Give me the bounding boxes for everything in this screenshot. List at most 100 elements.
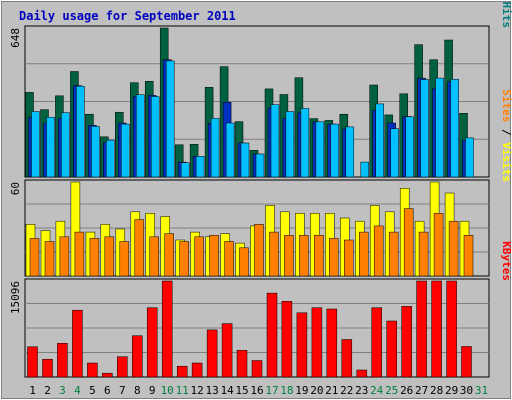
bar-kbytes [401, 306, 412, 378]
bar-pages [435, 77, 444, 178]
bar-sites [89, 238, 100, 277]
bar-sites [284, 235, 294, 277]
bar-sites [299, 235, 309, 277]
y-max-label: 60 [9, 182, 22, 195]
bar-pages [240, 142, 250, 178]
bar-sites [164, 233, 174, 277]
series-axis-label: Sites / Visits [500, 89, 512, 182]
bar-kbytes [446, 280, 457, 378]
panel-kbytes: 15096 KBytes [9, 241, 512, 378]
bar-sites [134, 219, 145, 277]
x-tick-label: 2 [44, 384, 51, 397]
bar-pages [180, 162, 190, 178]
bar-sites [104, 236, 115, 277]
x-tick-label: 18 [280, 384, 293, 397]
x-tick-label: 5 [89, 384, 96, 397]
series-axis-label: KBytes [500, 241, 512, 281]
x-tick-label: 20 [310, 384, 323, 397]
bar-kbytes [146, 307, 158, 378]
bar-sites [314, 235, 324, 277]
panel-hits_files_pages: 648 Pages / Files / Hits [9, 0, 512, 178]
bar-kbytes [102, 372, 113, 378]
x-tick-label: 17 [265, 384, 278, 397]
x-tick-label: 16 [250, 384, 263, 397]
bar-sites [403, 208, 414, 277]
bar-kbytes [416, 280, 427, 378]
series-axis-label-part: Visits [500, 142, 512, 182]
bar-pages [106, 139, 115, 178]
bar-pages [405, 116, 414, 178]
bar-sites [448, 220, 459, 277]
bar-kbytes [326, 308, 338, 378]
bar-pages [420, 79, 429, 178]
bar-sites [269, 231, 279, 277]
x-tick-label: 7 [119, 384, 126, 397]
bar-sites [119, 241, 130, 277]
x-tick-label: 13 [205, 384, 218, 397]
series-axis-label-part: / [500, 0, 512, 2]
bar-sites [373, 225, 384, 277]
y-max-label: 15096 [9, 281, 22, 314]
bar-sites [74, 231, 85, 277]
x-tick-label: 4 [74, 384, 81, 397]
x-tick-label: 31 [475, 384, 488, 397]
bar-pages [360, 161, 370, 178]
bar-kbytes [461, 346, 472, 378]
x-tick-label: 15 [235, 384, 248, 397]
bar-kbytes [27, 346, 38, 378]
bar-pages [255, 153, 265, 178]
bar-sites [44, 241, 55, 277]
x-tick-label: 25 [385, 384, 398, 397]
x-tick-label: 30 [460, 384, 473, 397]
x-tick-label: 12 [190, 384, 203, 397]
bar-pages [91, 126, 100, 178]
bar-sites [329, 238, 339, 277]
bar-kbytes [356, 369, 368, 378]
bar-kbytes [206, 329, 218, 378]
x-tick-label: 3 [59, 384, 66, 397]
series-axis-label: Pages / Files / Hits [500, 0, 512, 28]
bar-sites [433, 213, 444, 277]
bar-pages [136, 94, 145, 178]
bar-pages [330, 123, 340, 178]
bar-pages [375, 103, 384, 178]
series-kbytes [27, 280, 472, 378]
bar-sites [209, 235, 219, 277]
x-tick-label: 11 [176, 384, 189, 397]
series-sites [29, 208, 474, 277]
bar-sites [388, 231, 399, 277]
bar-sites [239, 247, 249, 277]
x-tick-label: 21 [325, 384, 338, 397]
bar-pages [300, 108, 310, 178]
bar-kbytes [132, 335, 143, 378]
bar-pages [225, 122, 235, 178]
bar-kbytes [161, 280, 173, 378]
bar-kbytes [311, 307, 323, 378]
x-tick-label: 28 [430, 384, 443, 397]
bar-sites [224, 241, 234, 277]
chart-panels: 648 Pages / Files / Hits 60 Sites / Visits 1… [9, 0, 512, 378]
bar-kbytes [176, 365, 188, 378]
x-tick-label: 23 [355, 384, 368, 397]
bar-sites [194, 236, 204, 277]
x-tick-label: 6 [104, 384, 111, 397]
bar-pages [150, 96, 160, 178]
bar-kbytes [57, 343, 68, 378]
bar-kbytes [296, 312, 308, 378]
bar-pages [46, 116, 55, 178]
bar-pages [61, 112, 70, 178]
x-tick-label: 19 [295, 384, 308, 397]
bar-pages [121, 123, 130, 178]
x-tick-label: 29 [445, 384, 458, 397]
bar-kbytes [87, 362, 98, 378]
bar-pages [315, 121, 325, 178]
x-axis-labels: 1 2 3 4 5 6 7 8 9 10 11 12 13 14 15 16 17 18 19 20 21 22 23 24 2… [29, 384, 488, 397]
x-tick-label: 27 [415, 384, 428, 397]
bar-sites [179, 241, 189, 277]
series-pages [31, 60, 474, 178]
bar-sites [254, 224, 264, 277]
bar-pages [31, 111, 40, 178]
bar-pages [450, 79, 459, 178]
